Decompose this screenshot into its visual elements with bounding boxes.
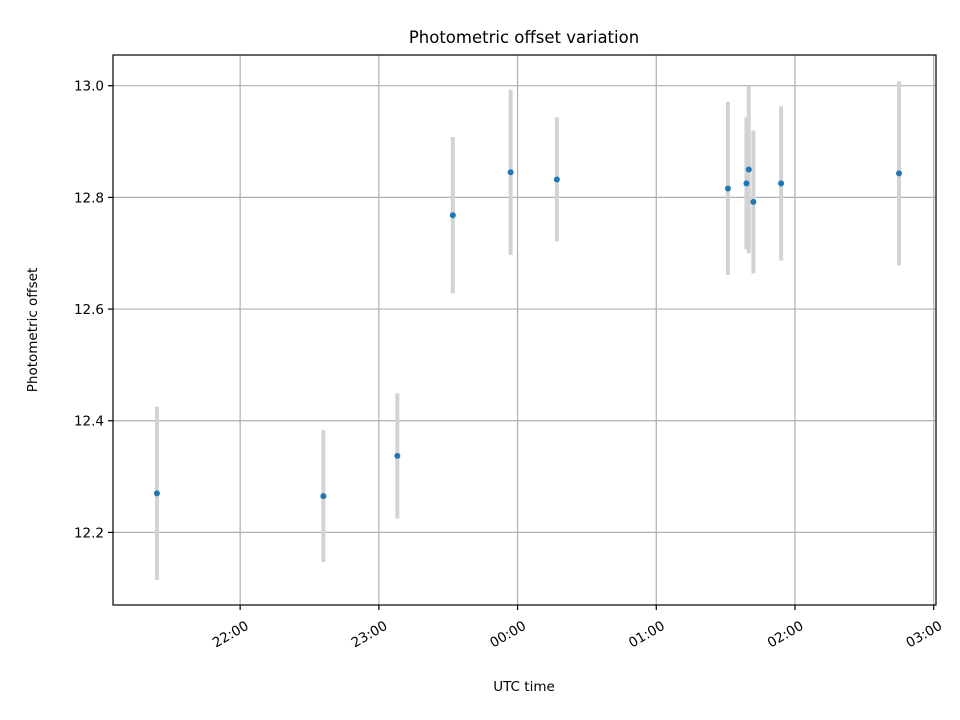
x-axis-label: UTC time <box>493 679 555 695</box>
x-tick-label: 01:00 <box>626 618 668 651</box>
data-point <box>724 185 731 192</box>
y-tick-label: 12.2 <box>74 525 104 541</box>
x-tick-label: 02:00 <box>765 618 807 651</box>
data-point <box>778 180 785 187</box>
data-point <box>320 493 327 500</box>
x-tick-label: 23:00 <box>349 618 391 651</box>
data-point <box>449 212 456 219</box>
data-point <box>745 166 752 173</box>
y-axis-label: Photometric offset <box>25 268 41 392</box>
y-tick-label: 12.4 <box>74 414 104 430</box>
error-bars <box>154 81 902 580</box>
grid-layer <box>113 55 936 605</box>
y-tick-label: 12.8 <box>74 190 104 206</box>
plot-frame <box>112 54 937 606</box>
x-tick-label: 22:00 <box>210 618 252 651</box>
data-point <box>394 452 401 459</box>
data-point <box>743 180 750 187</box>
data-point <box>553 176 560 183</box>
data-point <box>896 170 903 177</box>
x-tick-label: 00:00 <box>487 618 529 651</box>
data-point <box>153 490 160 497</box>
x-tick-label: 03:00 <box>903 618 945 651</box>
data-point <box>750 198 757 205</box>
data-point <box>507 169 514 176</box>
y-tick-label: 12.6 <box>74 302 104 318</box>
data-points <box>153 166 903 500</box>
chart-title: Photometric offset variation <box>409 28 639 47</box>
y-tick-label: 13.0 <box>74 79 104 95</box>
